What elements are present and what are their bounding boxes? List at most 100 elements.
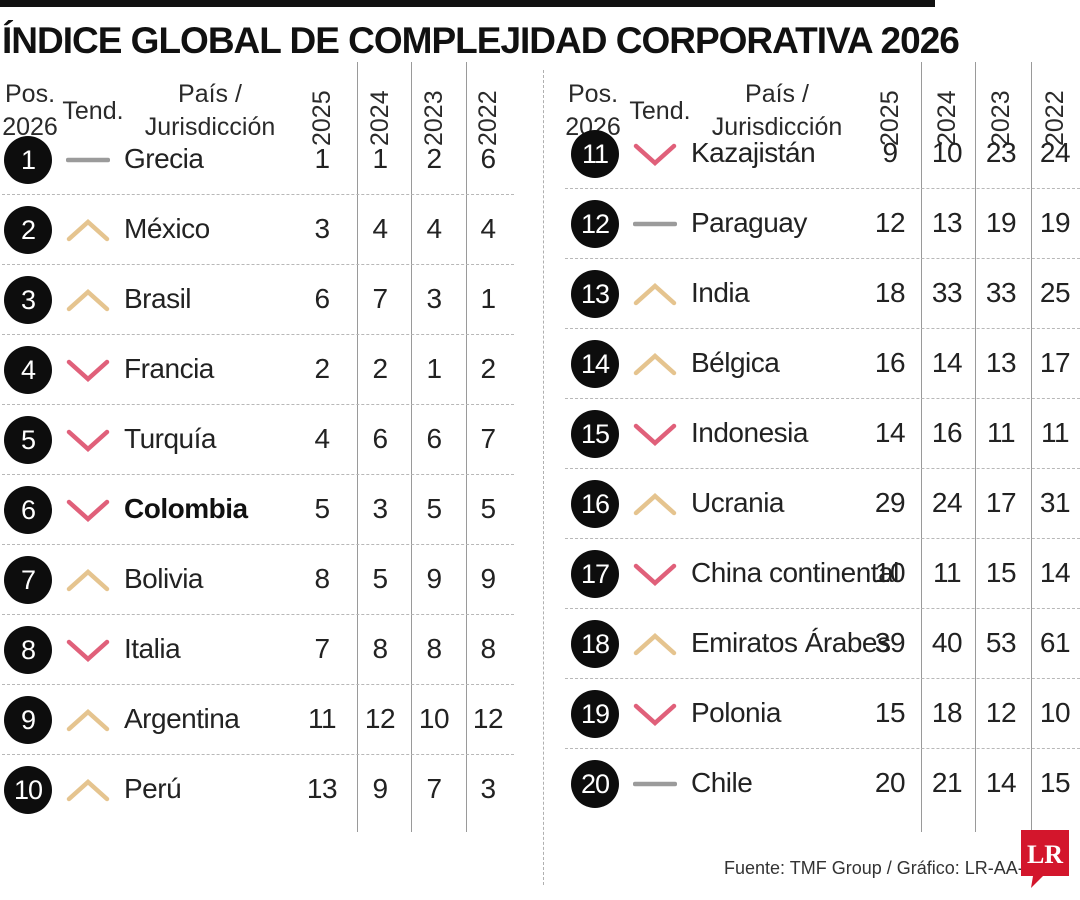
table-row: 18 Emiratos Árabes 39 40 53 61 [563,609,1080,679]
rank-2024: 24 [931,487,963,518]
rank-2023: 6 [426,423,442,454]
country-name: Ucrania [691,487,784,518]
row-divider [565,188,1080,189]
trend-down-icon [66,639,110,662]
row-divider [565,258,1080,259]
rank-2025: 1 [314,143,330,174]
row-divider [2,194,514,195]
row-divider [2,754,514,755]
header-country-line2: Jurisdicción [144,113,276,141]
trend-up-icon [633,352,677,376]
table-row: 3 Brasil 6 7 3 1 [0,265,520,335]
position-badge: 15 [571,410,619,458]
rank-2025: 12 [874,207,906,238]
rank-2024: 7 [372,283,388,314]
table-row: 8 Italia 7 8 8 8 [0,615,520,685]
table-row: 13 India 18 33 33 25 [563,259,1080,329]
rank-2024: 18 [931,697,963,728]
header-country-line1: País / [178,80,242,108]
rank-2022: 14 [1039,557,1071,588]
rank-2023: 15 [985,557,1017,588]
panel-divider [543,70,544,885]
row-divider [2,684,514,685]
rank-2022: 11 [1040,417,1070,448]
table-row: 9 Argentina 11 12 10 12 [0,685,520,755]
rank-2022: 31 [1039,487,1071,518]
country-name: Indonesia [691,417,808,448]
country-name: India [691,277,750,308]
country-name: México [124,213,210,244]
rank-2024: 12 [364,703,396,734]
header-position-line1: Pos. [4,80,56,108]
column-separator [466,62,467,832]
country-name: Emiratos Árabes [691,627,891,658]
rank-2025: 20 [874,767,906,798]
country-name: Italia [124,633,181,664]
trend-same-icon [633,781,677,787]
table-row: 6 Colombia 5 3 5 5 [0,475,520,545]
country-name: Grecia [124,143,204,174]
header-country-line1: País / [745,80,809,108]
country-name: Bélgica [691,347,780,378]
rank-2024: 3 [372,493,388,524]
rank-2024: 1 [372,143,388,174]
position-badge: 8 [4,626,52,674]
trend-up-icon [66,708,110,732]
country-name: Kazajistán [691,137,816,168]
top-rule [0,0,935,7]
trend-down-icon [66,359,110,382]
rank-2024: 5 [372,563,388,594]
rank-2022: 25 [1039,277,1071,308]
trend-down-icon [633,563,677,586]
rank-2022: 4 [480,213,496,244]
table-row: 20 Chile 20 21 14 15 [563,749,1080,819]
position-badge: 9 [4,696,52,744]
position-badge: 12 [571,200,619,248]
trend-down-icon [66,499,110,522]
rank-2022: 3 [480,773,496,804]
rank-2023: 10 [418,703,450,734]
rank-2025: 15 [874,697,906,728]
rank-2022: 19 [1039,207,1071,238]
rank-2024: 40 [931,627,963,658]
rank-2023: 2 [426,143,442,174]
trend-up-icon [633,282,677,306]
lr-logo-icon: LR [1021,830,1069,888]
table-row: 19 Polonia 15 18 12 10 [563,679,1080,749]
table-row: 11 Kazajistán 9 10 23 24 [563,119,1080,189]
row-divider [2,404,514,405]
rank-2023: 53 [985,627,1017,658]
trend-up-icon [633,632,677,656]
position-badge: 2 [4,206,52,254]
table-panel-left: Pos. 2026 Tend. País / Jurisdicción 2025 2024 2… [0,62,520,832]
table-row: 4 Francia 2 2 1 2 [0,335,520,405]
row-divider [565,748,1080,749]
table-row: 1 Grecia 1 1 2 6 [0,125,520,195]
position-badge: 11 [571,130,619,178]
chart-title: ÍNDICE GLOBAL DE COMPLEJIDAD CORPORATIVA… [2,20,960,61]
rank-2024: 14 [931,347,963,378]
rank-2022: 12 [472,703,504,734]
rank-2022: 15 [1039,767,1071,798]
rank-2022: 1 [480,283,496,314]
row-divider [2,264,514,265]
rank-2023: 8 [426,633,442,664]
rank-2022: 2 [480,353,496,384]
header-trend: Tend. [62,97,124,125]
rank-2025: 10 [874,557,906,588]
row-divider [565,328,1080,329]
country-name: Brasil [124,283,192,314]
trend-same-icon [633,221,677,227]
column-separator [1031,62,1032,832]
trend-up-icon [66,288,110,312]
rank-2022: 8 [480,633,496,664]
rank-2023: 1 [426,353,442,384]
country-name: Argentina [124,703,240,734]
country-name: Polonia [691,697,781,728]
trend-down-icon [66,429,110,452]
table-row: 17 China continental 10 11 15 14 [563,539,1080,609]
position-badge: 10 [4,766,52,814]
rank-2025: 8 [314,563,330,594]
position-badge: 18 [571,620,619,668]
header-trend: Tend. [629,97,691,125]
